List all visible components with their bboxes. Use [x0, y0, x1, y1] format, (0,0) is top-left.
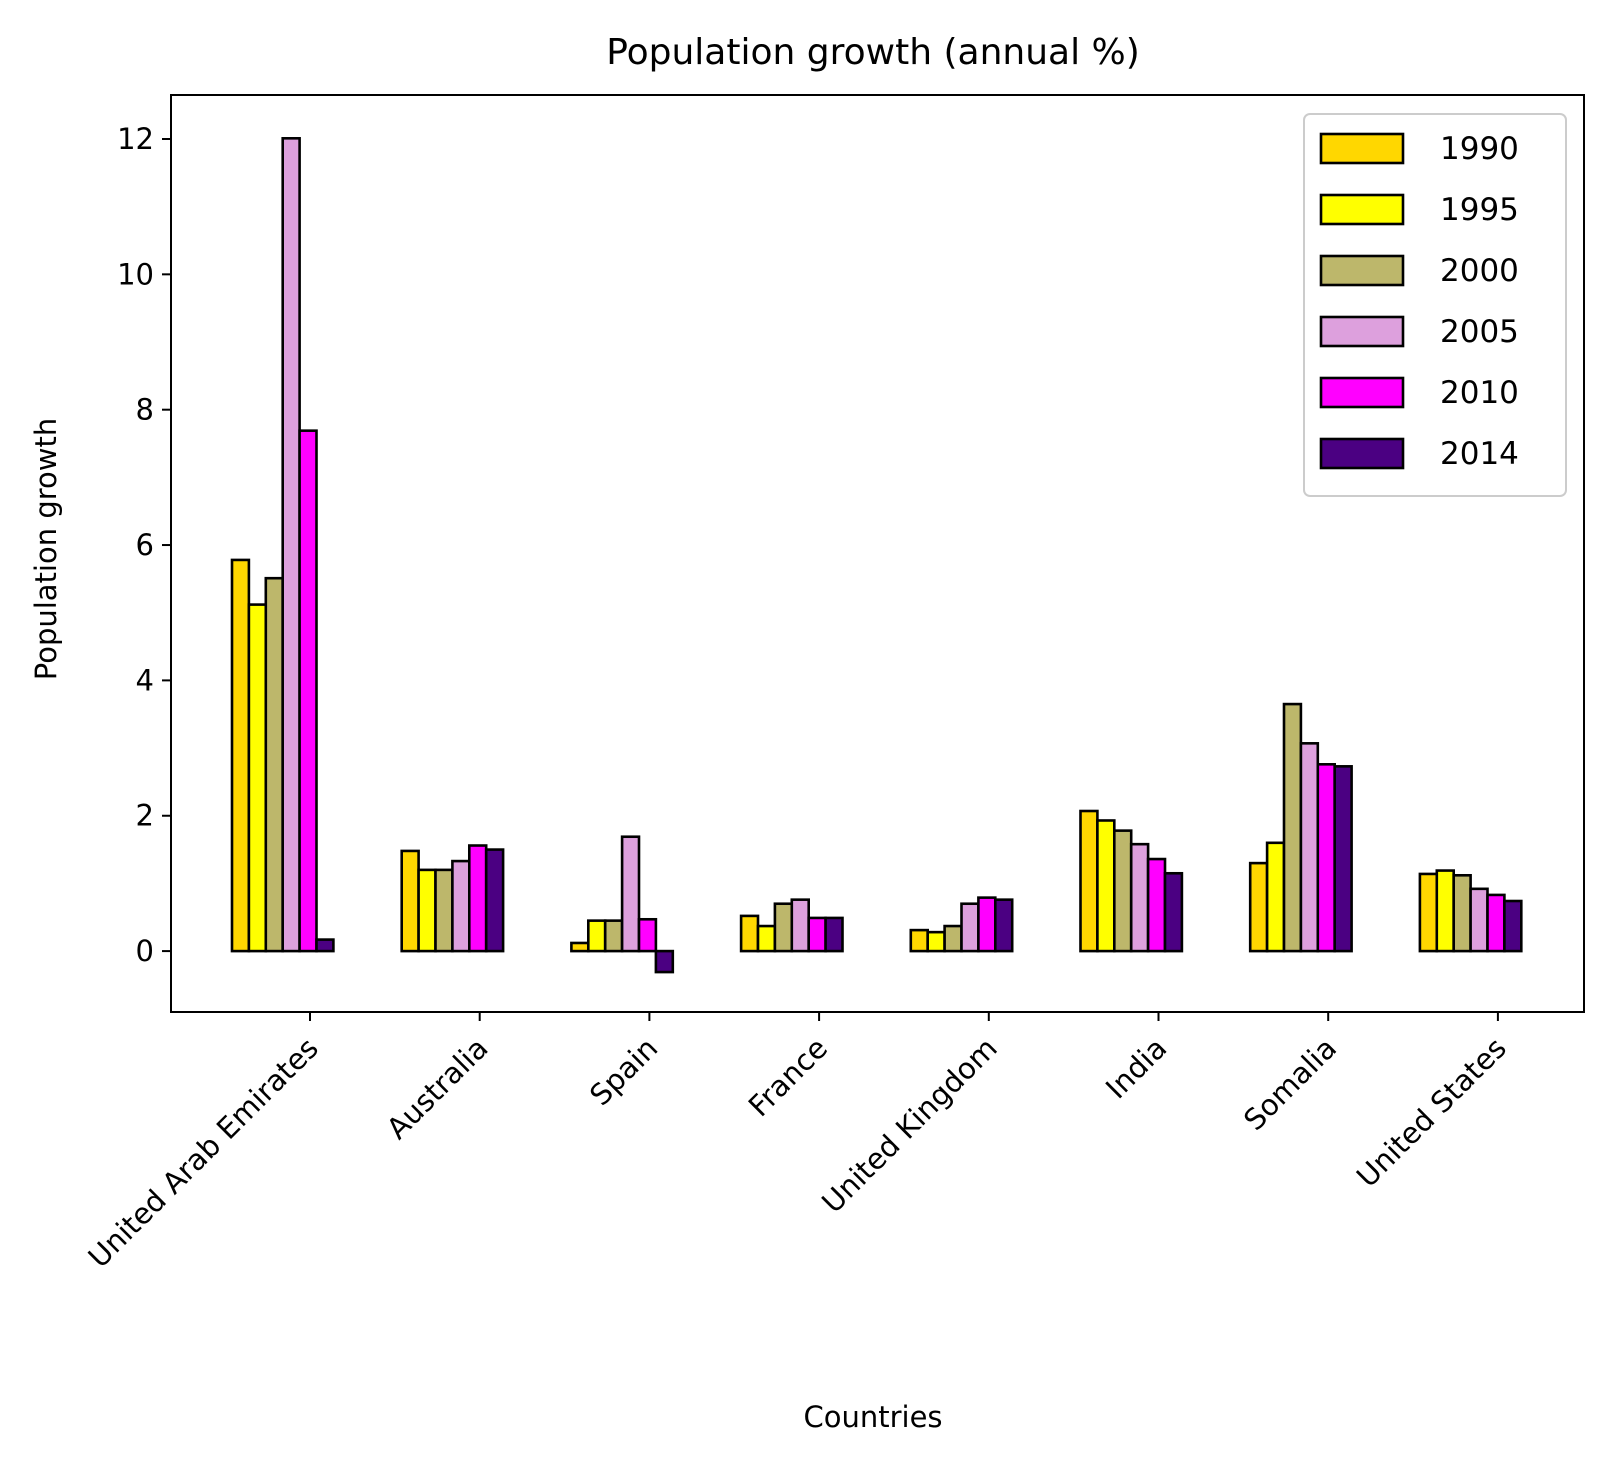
bar-2000-france: [773, 902, 794, 953]
y-tick-label: 4: [136, 663, 154, 697]
legend-swatch-2005: [1319, 315, 1405, 348]
bar-1995-india: [1096, 819, 1116, 953]
bar-2014-spain: [654, 949, 675, 974]
bar-2005-australia: [451, 859, 471, 953]
bar-1995-united-kingdom: [926, 930, 946, 953]
legend-label-2000: 2000: [1440, 253, 1519, 289]
y-tick-label: 10: [117, 257, 154, 291]
x-tick-label: Somalia: [1237, 1031, 1343, 1137]
bar-2010-united-arab-emirates: [298, 429, 318, 953]
bar-2005-france: [790, 898, 810, 953]
legend-swatch-2014: [1319, 437, 1405, 470]
y-tick-label: 2: [136, 799, 154, 833]
bar-1995-united-states: [1435, 869, 1456, 953]
bar-2014-australia: [484, 848, 505, 953]
bar-2014-united-states: [1503, 899, 1523, 953]
bar-2005-somalia: [1299, 742, 1320, 953]
bar-2010-spain: [637, 917, 658, 953]
legend-label-1995: 1995: [1440, 192, 1519, 228]
x-tick-label: United States: [1350, 1031, 1513, 1194]
bar-2000-india: [1113, 829, 1133, 953]
bar-2014-india: [1163, 871, 1184, 953]
bar-1990-somalia: [1248, 861, 1269, 953]
x-axis-label: Countries: [803, 1400, 942, 1434]
bar-2014-somalia: [1333, 765, 1353, 953]
x-tick-label: France: [742, 1031, 834, 1123]
legend-label-2005: 2005: [1440, 314, 1519, 350]
legend-swatch-1995: [1319, 193, 1405, 226]
y-tick-label: 6: [136, 528, 154, 562]
legend-swatch-1990: [1319, 132, 1405, 165]
x-tick-label: United Arab Emirates: [81, 1031, 324, 1274]
bar-1995-spain: [586, 919, 607, 953]
legend-label-2014: 2014: [1440, 436, 1519, 472]
bar-1995-somalia: [1265, 841, 1286, 953]
bar-2000-united-kingdom: [943, 924, 963, 953]
bar-2010-united-kingdom: [977, 896, 997, 953]
bar-1995-australia: [417, 868, 437, 953]
bar-2014-united-arab-emirates: [315, 938, 335, 953]
bar-2005-united-arab-emirates: [281, 137, 301, 953]
bar-1990-united-kingdom: [909, 928, 929, 953]
legend-label-1990: 1990: [1440, 131, 1519, 167]
legend-swatch-2000: [1319, 254, 1405, 287]
x-tick-label: Spain: [583, 1031, 664, 1112]
bar-2000-spain: [603, 919, 624, 953]
bar-2014-france: [824, 916, 844, 953]
bar-2005-united-states: [1469, 887, 1489, 953]
bar-2000-somalia: [1282, 702, 1303, 953]
bar-1990-united-states: [1418, 872, 1439, 953]
bar-1995-united-arab-emirates: [247, 603, 268, 953]
bar-1990-australia: [400, 849, 420, 953]
bar-2005-india: [1129, 842, 1150, 953]
bar-1990-spain: [570, 941, 590, 953]
y-tick-label: 12: [117, 122, 154, 156]
bar-1990-india: [1079, 809, 1099, 953]
x-tick-label: Australia: [380, 1031, 495, 1146]
bar-2014-united-kingdom: [993, 898, 1014, 953]
y-tick-label: 0: [136, 934, 154, 968]
y-tick-label: 8: [136, 393, 154, 427]
x-tick-label: United Kingdom: [815, 1031, 1004, 1220]
bar-2010-france: [807, 916, 827, 953]
bar-2000-australia: [434, 868, 454, 953]
legend-swatch-2010: [1319, 376, 1405, 409]
legend-label-2010: 2010: [1440, 375, 1519, 411]
bar-2010-somalia: [1316, 763, 1337, 953]
bar-2010-india: [1146, 857, 1167, 953]
bar-2005-spain: [620, 835, 641, 953]
bar-2000-united-states: [1452, 873, 1472, 953]
bar-1995-france: [756, 924, 777, 953]
bar-2005-united-kingdom: [960, 902, 980, 953]
bar-2010-united-states: [1486, 893, 1506, 953]
y-axis-label: Population growth: [29, 418, 63, 681]
bar-2000-united-arab-emirates: [264, 576, 284, 953]
x-tick-label: India: [1099, 1031, 1173, 1105]
plot-frame: [170, 94, 1585, 1013]
bar-1990-united-arab-emirates: [230, 558, 251, 953]
bar-2010-australia: [467, 844, 488, 953]
bar-1990-france: [739, 914, 760, 953]
legend: 1990 1995 2000 2005 2010 2014: [1303, 113, 1567, 497]
chart-title: Population growth (annual %): [606, 32, 1140, 73]
